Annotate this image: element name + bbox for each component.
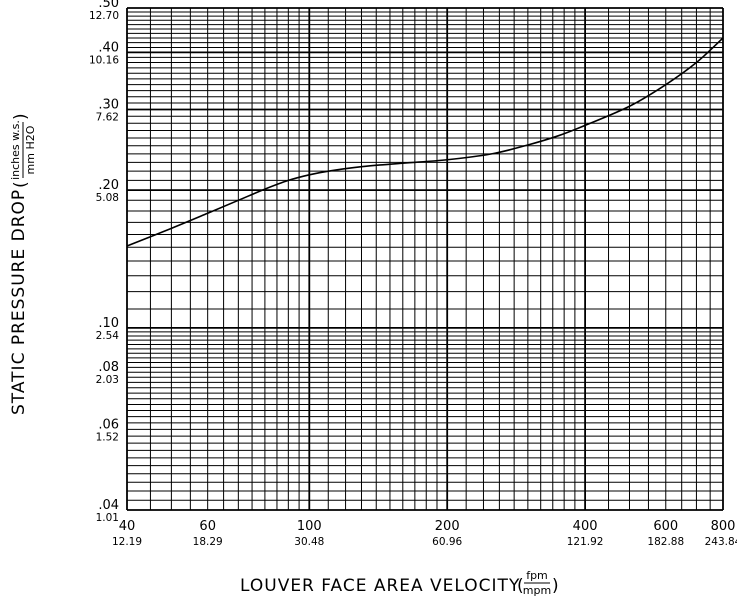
x-tick-label: 600	[653, 519, 678, 534]
x-tick-label: 100	[297, 519, 322, 534]
x-tick-label: 800	[711, 519, 736, 534]
x-tick-sublabel: 30.48	[294, 536, 324, 548]
x-tick-sublabel: 121.92	[567, 536, 604, 548]
y-tick-label: .30	[98, 98, 119, 113]
y-axis-unit: ( inches w.s. mm H2O )	[9, 112, 37, 188]
x-tick-label: 200	[435, 519, 460, 534]
y-axis-title: STATIC PRESSURE DROP	[9, 189, 29, 415]
y-tick-label: .20	[98, 178, 119, 193]
y-tick-sublabel: 5.08	[96, 192, 119, 204]
data-series-line	[126, 37, 724, 247]
x-axis-unit-top: fpm	[526, 569, 548, 582]
y-tick-sublabel: 1.01	[96, 512, 119, 524]
y-tick-sublabel: 7.62	[96, 112, 119, 124]
grid	[126, 7, 724, 511]
x-axis-unit-bottom: mpm	[523, 584, 551, 597]
x-tick-label: 40	[119, 519, 136, 534]
y-tick-label: .40	[98, 40, 119, 55]
x-tick-sublabel: 60.96	[432, 536, 462, 548]
x-tick-sublabel: 243.84	[705, 536, 737, 548]
x-axis-unit: fpm mpm ( )	[517, 569, 560, 597]
x-tick-label: 400	[573, 519, 598, 534]
y-tick-label: .50	[98, 0, 119, 11]
y-tick-sublabel: 10.16	[89, 54, 119, 66]
y-axis-unit-top: inches w.s.	[9, 120, 22, 180]
x-tick-labels: 40 12.19 60 18.29 100 30.48 200 60.96 400 121.92 6…	[112, 519, 737, 548]
y-tick-label: .10	[98, 316, 119, 331]
y-tick-sublabel: 2.54	[96, 330, 120, 342]
x-tick-label: 60	[199, 519, 216, 534]
y-tick-sublabel: 12.70	[89, 10, 119, 22]
y-tick-sublabel: 1.52	[96, 431, 119, 443]
y-axis-unit-paren-right: )	[11, 112, 31, 120]
y-axis-unit-bottom: mm H2O	[24, 125, 37, 174]
y-axis-unit-paren-left: (	[11, 180, 31, 188]
y-tick-sublabel: 2.03	[96, 374, 119, 386]
x-axis-unit-paren-left: (	[517, 576, 525, 596]
x-tick-sublabel: 12.19	[112, 536, 142, 548]
y-tick-label: .04	[98, 498, 119, 513]
x-axis-title: LOUVER FACE AREA VELOCITY	[240, 576, 520, 596]
y-axis-title-group: STATIC PRESSURE DROP ( inches w.s. mm H2…	[9, 112, 37, 415]
x-tick-sublabel: 182.88	[647, 536, 684, 548]
x-tick-sublabel: 18.29	[193, 536, 223, 548]
x-axis-unit-paren-right: )	[552, 576, 560, 596]
y-tick-label: .08	[98, 360, 119, 375]
y-tick-label: .06	[98, 417, 119, 432]
